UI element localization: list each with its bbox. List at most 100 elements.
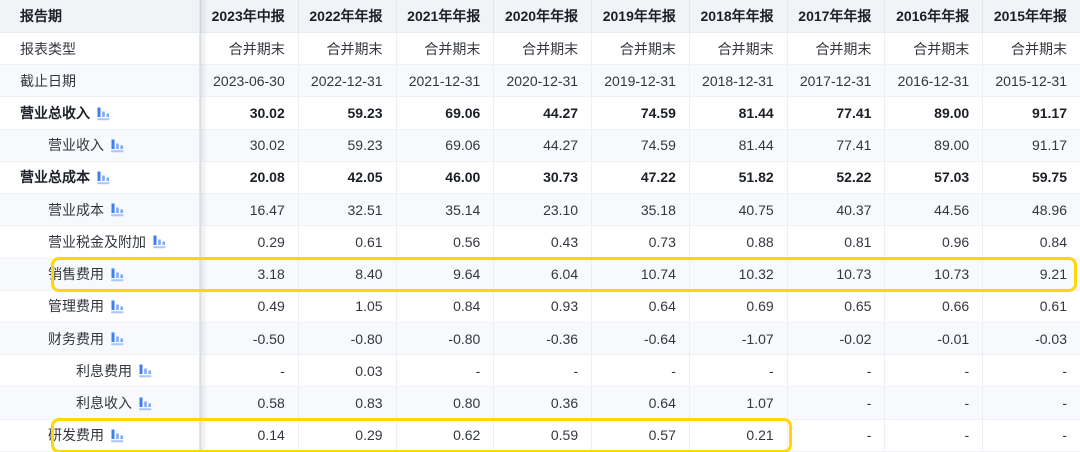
value-cell: - — [395, 355, 494, 387]
value-cell: 0.61 — [297, 226, 396, 258]
table-row: 销售费用 3.18 8.40 9.64 6.04 10.74 10.32 10.73 10.73… — [0, 258, 1080, 291]
value-cell: 1.07 — [688, 387, 787, 419]
value-cell: 47.22 — [591, 161, 689, 194]
row-label: 营业成本 — [0, 194, 200, 226]
value-cell: 0.66 — [884, 290, 982, 322]
table-row: 营业总收入 30.02 59.23 69.06 44.27 74.59 81.44 77.41… — [0, 97, 1080, 130]
table-header-row: 报告期 2023年中报 2022年年报 2021年年报 2020年年报 2019年年报 20… — [0, 0, 1080, 33]
value-cell: 合并期末 — [200, 33, 298, 65]
table-row: 利息费用 -0.03- - - - - - - — [0, 355, 1080, 388]
value-cell: - — [982, 387, 1080, 419]
row-label-text: 截止日期 — [20, 72, 76, 89]
value-cell: 0.88 — [688, 226, 787, 258]
value-cell: 74.59 — [591, 97, 689, 129]
value-cell: - — [884, 387, 982, 419]
value-cell: 81.44 — [688, 129, 787, 161]
value-cell: - — [884, 355, 982, 387]
value-cell: 91.17 — [982, 129, 1080, 161]
bar-chart-icon[interactable] — [152, 234, 167, 249]
value-cell: -0.01 — [884, 322, 982, 355]
value-cell: 8.40 — [297, 258, 396, 290]
value-cell: 0.03 — [297, 355, 396, 387]
value-cell: 0.43 — [493, 226, 591, 258]
value-cell: -0.50 — [200, 322, 298, 355]
row-label: 利息收入 — [0, 387, 200, 419]
value-cell: - — [786, 387, 885, 419]
value-cell: 0.80 — [395, 387, 494, 419]
row-label: 报表类型 — [0, 33, 200, 65]
value-cell: 2021-12-31 — [395, 65, 494, 97]
row-label: 研发费用 — [0, 419, 200, 451]
value-cell: 0.83 — [297, 387, 396, 419]
bar-chart-icon[interactable] — [110, 299, 125, 314]
value-cell: 74.59 — [591, 129, 689, 161]
value-cell: 0.29 — [200, 226, 298, 258]
column-header: 2022年年报 — [297, 0, 396, 32]
value-cell: 10.73 — [786, 258, 885, 290]
value-cell: - — [884, 419, 982, 451]
value-cell: 合并期末 — [786, 33, 885, 65]
column-header: 2016年年报 — [884, 0, 982, 32]
value-cell: 0.56 — [395, 226, 494, 258]
value-cell: 35.14 — [395, 194, 494, 226]
bar-chart-icon[interactable] — [96, 170, 111, 185]
value-cell: 0.84 — [982, 226, 1080, 258]
row-label-text: 营业成本 — [48, 201, 104, 218]
value-cell: -0.80 — [395, 322, 494, 355]
value-cell: 52.22 — [786, 161, 885, 194]
value-cell: 59.23 — [297, 129, 396, 161]
value-cell: -0.36 — [493, 322, 591, 355]
value-cell: 2015-12-31 — [982, 65, 1080, 97]
value-cell: 0.96 — [884, 226, 982, 258]
value-cell: - — [200, 355, 298, 387]
bar-chart-icon[interactable] — [96, 106, 111, 121]
value-cell: 9.21 — [982, 258, 1080, 290]
value-cell: 0.59 — [493, 419, 591, 451]
value-cell: 59.75 — [982, 161, 1080, 194]
value-cell: 40.75 — [688, 194, 787, 226]
value-cell: 81.44 — [688, 97, 787, 129]
value-cell: - — [591, 355, 689, 387]
value-cell: 2016-12-31 — [884, 65, 982, 97]
value-cell: 0.36 — [493, 387, 591, 419]
value-cell: 0.65 — [786, 290, 885, 322]
value-cell: 30.02 — [200, 97, 298, 129]
value-cell: 0.84 — [395, 290, 494, 322]
column-header-report-period: 报告期 — [0, 0, 200, 32]
bar-chart-icon[interactable] — [110, 428, 125, 443]
bar-chart-icon[interactable] — [138, 363, 153, 378]
value-cell: 合并期末 — [884, 33, 982, 65]
column-header: 2017年年报 — [786, 0, 885, 32]
value-cell: - — [493, 355, 591, 387]
row-label-text: 利息收入 — [76, 395, 132, 412]
value-cell: 0.29 — [297, 419, 396, 451]
bar-chart-icon[interactable] — [110, 267, 125, 282]
value-cell: 30.02 — [200, 129, 298, 161]
bar-chart-icon[interactable] — [110, 138, 125, 153]
value-cell: 合并期末 — [493, 33, 591, 65]
row-label: 营业总成本 — [0, 161, 200, 194]
value-cell: 10.74 — [591, 258, 689, 290]
value-cell: 46.00 — [395, 161, 494, 194]
value-cell: 10.32 — [688, 258, 787, 290]
value-cell: 44.27 — [493, 97, 591, 129]
value-cell: 44.56 — [884, 194, 982, 226]
value-cell: 9.64 — [395, 258, 494, 290]
column-header: 2021年年报 — [395, 0, 494, 32]
bar-chart-icon[interactable] — [138, 396, 153, 411]
row-label: 利息费用 — [0, 355, 200, 387]
table-row: 截止日期 2023-06-30 2022-12-31 2021-12-31 2020-1… — [0, 65, 1080, 98]
table-row: 营业成本 16.47 32.51 35.14 23.10 35.18 40.75 40.37 4… — [0, 194, 1080, 227]
value-cell: 30.73 — [493, 161, 591, 194]
row-label-text: 研发费用 — [48, 427, 104, 444]
value-cell: 20.08 — [200, 161, 298, 194]
value-cell: 69.06 — [395, 97, 494, 129]
bar-chart-icon[interactable] — [110, 202, 125, 217]
value-cell: 42.05 — [297, 161, 396, 194]
bar-chart-icon[interactable] — [110, 331, 125, 346]
value-cell: 0.49 — [200, 290, 298, 322]
value-cell: 0.21 — [688, 419, 787, 451]
value-cell: 0.81 — [786, 226, 885, 258]
value-cell: 0.64 — [591, 387, 689, 419]
